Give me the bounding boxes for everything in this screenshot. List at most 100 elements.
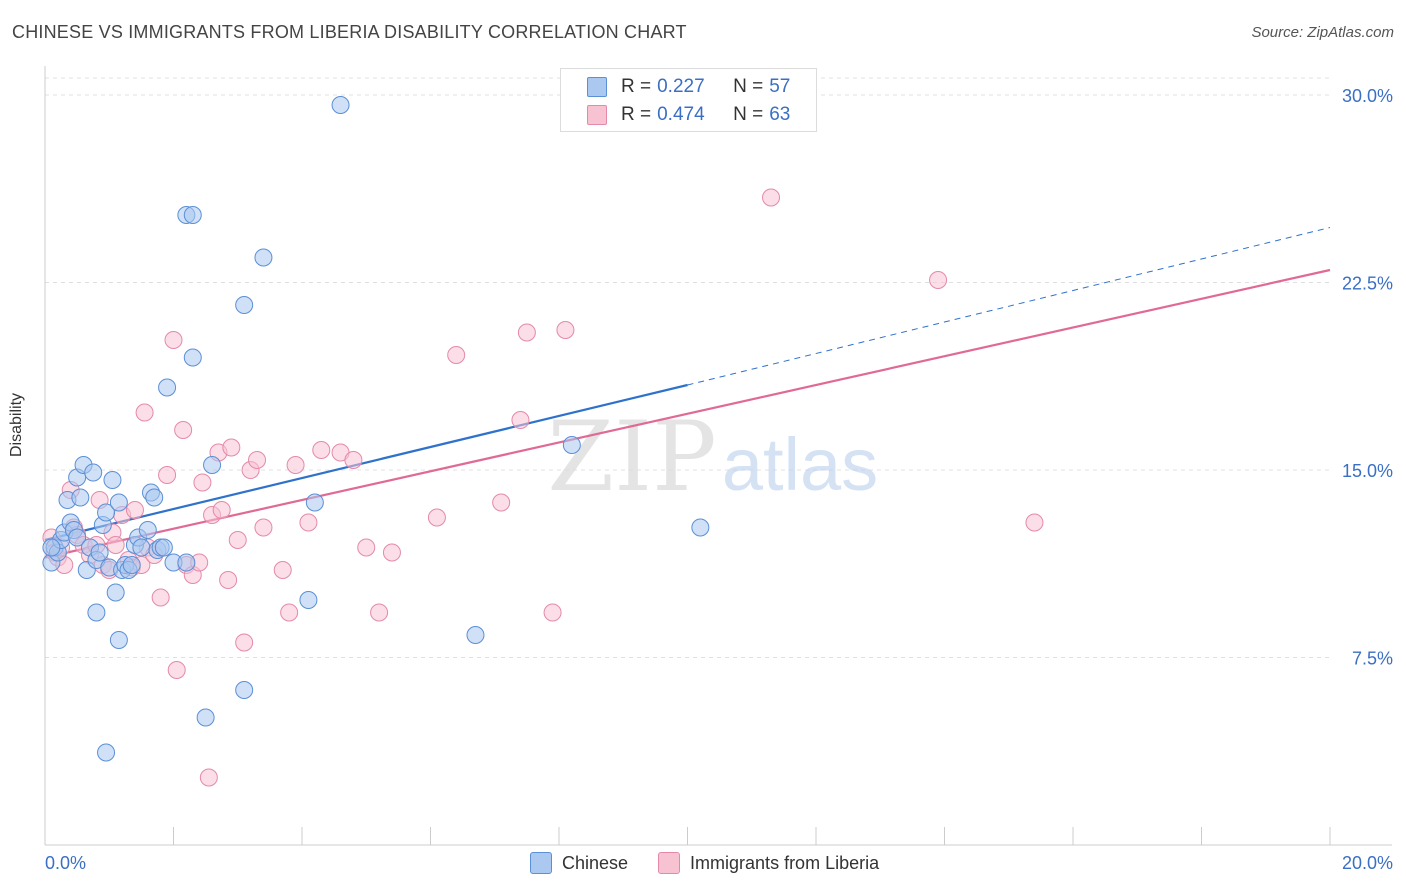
chinese-point (122, 556, 141, 574)
liberia-point (193, 473, 212, 492)
liberia-point (164, 331, 183, 349)
chinese-point (145, 488, 164, 507)
legend-row-chinese: R = 0.227 N = 57 (587, 76, 790, 98)
liberia-point (228, 531, 247, 549)
chinese-point (177, 553, 196, 572)
legend-item-liberia[interactable]: Immigrants from Liberia (658, 852, 879, 874)
axes (44, 66, 1392, 846)
liberia-point (492, 493, 511, 512)
grid-lines (45, 77, 1330, 658)
chinese-point (305, 493, 324, 512)
data-points (42, 96, 1044, 787)
chinese-point (97, 743, 116, 762)
chinese-point (562, 436, 581, 454)
chinese-point (87, 603, 106, 622)
y-tick-label: 22.5% (1342, 274, 1393, 294)
chinese-swatch (587, 77, 607, 97)
liberia-point (511, 411, 530, 429)
source-label: Source: ZipAtlas.com (1251, 24, 1394, 41)
chinese-point (299, 591, 318, 609)
liberia-point (556, 321, 575, 339)
x-tick-label: 0.0% (45, 853, 86, 873)
stats-legend: R = 0.227 N = 57 R = 0.474 N = 63 (560, 68, 817, 132)
chinese-point (109, 493, 128, 512)
chinese-point (254, 248, 273, 267)
chinese-point (158, 378, 177, 397)
legend-label: Chinese (562, 852, 629, 873)
chinese-point (183, 348, 202, 367)
liberia-point (447, 346, 466, 364)
liberia-point (762, 188, 781, 207)
series-legend: Chinese Immigrants from Liberia (530, 852, 909, 874)
n-label: N = (733, 104, 764, 125)
liberia-point (517, 323, 536, 342)
chinese-trend-extension (687, 227, 1331, 386)
r-value: 0.227 (657, 76, 705, 97)
legend-item-chinese[interactable]: Chinese (530, 852, 628, 874)
liberia-point (286, 456, 305, 474)
liberia-point (299, 513, 318, 532)
chinese-point (196, 708, 215, 727)
x-tick-label: 20.0% (1342, 853, 1393, 873)
r-value: 0.474 (657, 104, 705, 125)
y-tick-label: 7.5% (1352, 649, 1393, 669)
liberia-point (158, 466, 177, 484)
liberia-point (222, 438, 241, 457)
n-value: 63 (769, 104, 791, 125)
chinese-point (183, 206, 202, 224)
chinese-point (466, 626, 485, 644)
n-label: N = (733, 76, 764, 97)
liberia-point (151, 588, 170, 607)
r-label: R = (621, 76, 652, 97)
n-value: 57 (769, 76, 791, 97)
liberia-point (370, 603, 389, 622)
liberia-point (344, 451, 363, 469)
y-axis-label: Disability (8, 392, 25, 457)
legend-label: Immigrants from Liberia (690, 852, 880, 873)
chinese-swatch (530, 852, 552, 874)
chinese-point (132, 538, 151, 557)
liberia-point (199, 768, 218, 787)
y-tick-label: 15.0% (1342, 461, 1393, 481)
liberia-point (312, 441, 331, 459)
liberia-point (273, 561, 292, 579)
liberia-point (212, 501, 231, 519)
liberia-swatch (587, 105, 607, 125)
chinese-point (203, 456, 222, 474)
chinese-point (68, 528, 87, 547)
chinese-point (106, 583, 125, 602)
liberia-point (254, 518, 273, 537)
chinese-point (235, 681, 254, 699)
legend-row-liberia: R = 0.474 N = 63 (587, 104, 790, 126)
chinese-point (97, 503, 116, 522)
liberia-swatch (658, 852, 681, 874)
liberia-point (167, 661, 186, 679)
tick-labels: 7.5% 15.0% 22.5% 30.0% 0.0% 20.0% (45, 86, 1393, 873)
watermark-zip: ZIP (547, 401, 716, 513)
liberia-point (235, 633, 254, 652)
watermark-atlas: atlas (722, 423, 878, 506)
chinese-point (154, 538, 173, 557)
chinese-point (71, 488, 90, 507)
trend-lines (44, 227, 1331, 559)
chinese-point (42, 538, 61, 557)
chinese-point (331, 96, 350, 114)
chinese-point (90, 543, 109, 562)
r-label: R = (621, 104, 652, 125)
liberia-trend-line (44, 268, 1331, 559)
liberia-point (174, 421, 193, 439)
chinese-trend-line (44, 383, 688, 542)
watermark: ZIP atlas (547, 401, 878, 513)
chinese-point (84, 463, 103, 482)
chart-title: CHINESE VS IMMIGRANTS FROM LIBERIA DISAB… (12, 22, 687, 42)
liberia-point (248, 451, 267, 469)
liberia-point (1025, 513, 1044, 532)
liberia-point (106, 536, 125, 554)
liberia-point (135, 403, 154, 422)
chinese-point (103, 471, 122, 489)
liberia-point (382, 543, 401, 562)
liberia-point (427, 508, 446, 527)
liberia-point (543, 603, 562, 622)
chinese-point (138, 521, 157, 539)
